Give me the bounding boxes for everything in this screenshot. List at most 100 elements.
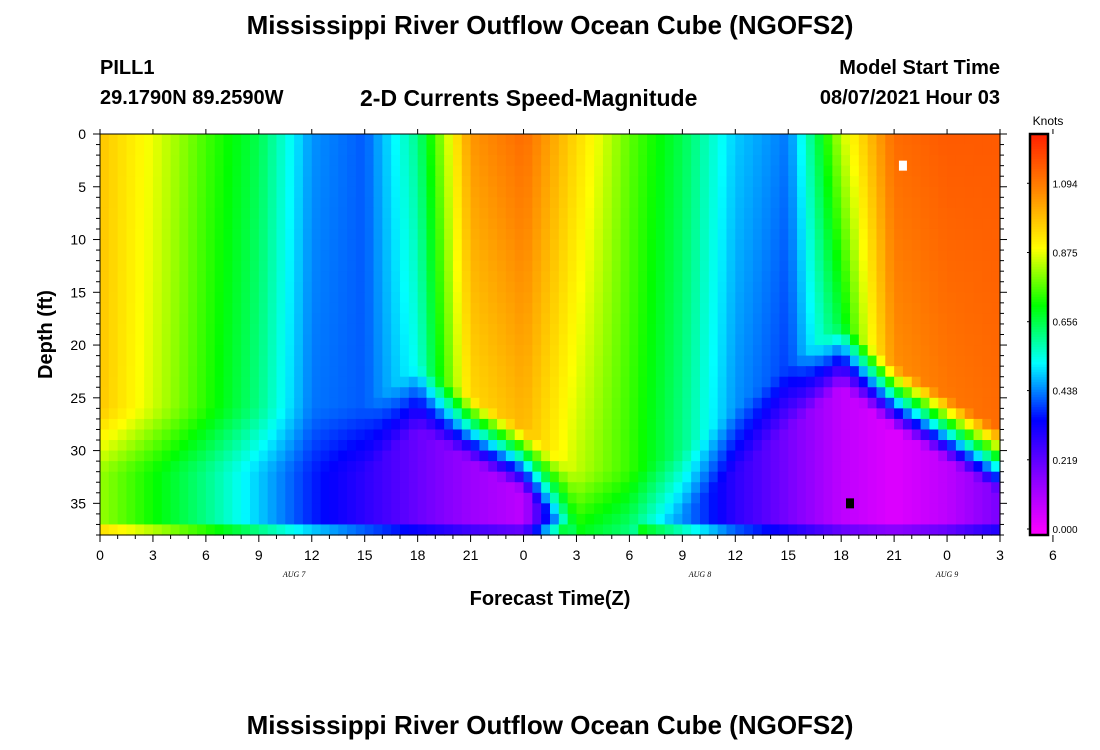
heatmap-cell bbox=[700, 250, 710, 262]
heatmap-cell bbox=[761, 524, 772, 536]
heatmap-cell bbox=[355, 250, 366, 262]
heatmap-cell bbox=[832, 218, 842, 230]
heatmap-cell bbox=[152, 292, 163, 304]
heatmap-cell bbox=[902, 134, 913, 146]
heatmap-cell bbox=[867, 218, 878, 230]
heatmap-cell bbox=[902, 155, 913, 167]
heatmap-cell bbox=[832, 155, 842, 167]
heatmap-cell bbox=[329, 207, 339, 220]
heatmap-cell bbox=[929, 366, 939, 378]
heatmap-cell bbox=[664, 323, 675, 336]
heatmap-cell bbox=[444, 397, 454, 409]
heatmap-cell bbox=[638, 302, 648, 314]
colorbar-segment bbox=[1030, 427, 1048, 431]
heatmap-cell bbox=[144, 218, 154, 230]
heatmap-cell bbox=[250, 429, 260, 441]
heatmap-cell bbox=[744, 228, 754, 241]
colorbar-segment bbox=[1030, 311, 1048, 316]
station-id: PILL1 bbox=[100, 57, 155, 79]
heatmap-cell bbox=[100, 471, 110, 483]
heatmap-cell bbox=[982, 366, 992, 378]
heatmap-cell bbox=[726, 228, 736, 241]
heatmap-cell bbox=[400, 355, 410, 367]
heatmap-cell bbox=[470, 503, 481, 515]
heatmap-cell bbox=[691, 134, 701, 146]
heatmap-cell bbox=[452, 281, 463, 293]
heatmap-cell bbox=[638, 207, 648, 220]
heatmap-cell bbox=[708, 408, 719, 420]
colorbar-segment bbox=[1030, 344, 1048, 348]
heatmap-cell bbox=[585, 471, 595, 483]
heatmap-cell bbox=[814, 513, 825, 526]
heatmap-cell bbox=[452, 218, 463, 230]
heatmap-cell bbox=[788, 524, 798, 536]
heatmap-cell bbox=[902, 144, 913, 156]
heatmap-cell bbox=[902, 429, 913, 441]
heatmap-cell bbox=[108, 397, 119, 409]
heatmap-cell bbox=[717, 450, 728, 462]
heatmap-cell bbox=[126, 271, 136, 283]
heatmap-cell bbox=[752, 429, 763, 441]
colorbar-segment bbox=[1030, 156, 1048, 160]
heatmap-cell bbox=[938, 408, 948, 420]
heatmap-cell bbox=[205, 134, 216, 146]
heatmap-cell bbox=[250, 334, 260, 346]
colorbar-segment bbox=[1030, 369, 1048, 373]
heatmap-cell bbox=[885, 302, 895, 314]
heatmap-cell bbox=[744, 134, 754, 146]
heatmap-cell bbox=[435, 292, 445, 304]
heatmap-cell bbox=[991, 397, 1001, 409]
x-tick-label: 6 bbox=[202, 547, 210, 563]
heatmap-cell bbox=[885, 492, 895, 504]
heatmap-cell bbox=[161, 218, 172, 230]
heatmap-cell bbox=[311, 408, 322, 420]
heatmap-cell bbox=[100, 503, 110, 515]
heatmap-cell bbox=[788, 429, 798, 441]
heatmap-cell bbox=[770, 471, 781, 483]
heatmap-cell bbox=[161, 292, 172, 304]
heatmap-cell bbox=[170, 376, 181, 388]
heatmap-cell bbox=[955, 408, 966, 420]
heatmap-cell bbox=[982, 334, 992, 346]
heatmap-cell bbox=[797, 207, 807, 220]
heatmap-cell bbox=[594, 513, 604, 526]
heatmap-cell bbox=[647, 228, 657, 241]
heatmap-cell bbox=[435, 323, 445, 336]
heatmap-cell bbox=[691, 492, 701, 504]
heatmap-cell bbox=[258, 228, 269, 241]
colorbar-segment bbox=[1030, 194, 1048, 198]
heatmap-cell bbox=[329, 482, 339, 494]
heatmap-cell bbox=[797, 524, 807, 536]
heatmap-cell bbox=[788, 408, 798, 420]
heatmap-cell bbox=[594, 281, 604, 293]
heatmap-cell bbox=[629, 207, 639, 220]
heatmap-cell bbox=[435, 260, 445, 272]
heatmap-cell bbox=[620, 228, 631, 241]
heatmap-cell bbox=[188, 334, 198, 346]
heatmap-cell bbox=[452, 134, 463, 146]
heatmap-cell bbox=[655, 144, 666, 156]
heatmap-cell bbox=[276, 513, 286, 526]
heatmap-cell bbox=[717, 461, 728, 473]
heatmap-cell bbox=[602, 144, 613, 156]
heatmap-cell bbox=[691, 513, 701, 526]
heatmap-cell bbox=[911, 134, 922, 146]
heatmap-cell bbox=[850, 408, 860, 420]
heatmap-cell bbox=[108, 503, 119, 515]
heatmap-cell bbox=[338, 513, 348, 526]
heatmap-cell bbox=[929, 250, 939, 262]
heatmap-cell bbox=[470, 292, 481, 304]
heatmap-cell bbox=[620, 313, 631, 325]
heatmap-cell bbox=[708, 176, 719, 188]
heatmap-cell bbox=[823, 302, 833, 314]
heatmap-cell bbox=[241, 228, 251, 241]
heatmap-cell bbox=[664, 366, 675, 378]
heatmap-cell bbox=[779, 302, 789, 314]
heatmap-cell bbox=[788, 366, 798, 378]
heatmap-cell bbox=[700, 429, 710, 441]
heatmap-cell bbox=[814, 186, 825, 198]
heatmap-cell bbox=[347, 218, 357, 230]
heatmap-cell bbox=[417, 482, 428, 494]
heatmap-cell bbox=[382, 176, 392, 188]
heatmap-cell bbox=[479, 334, 489, 346]
